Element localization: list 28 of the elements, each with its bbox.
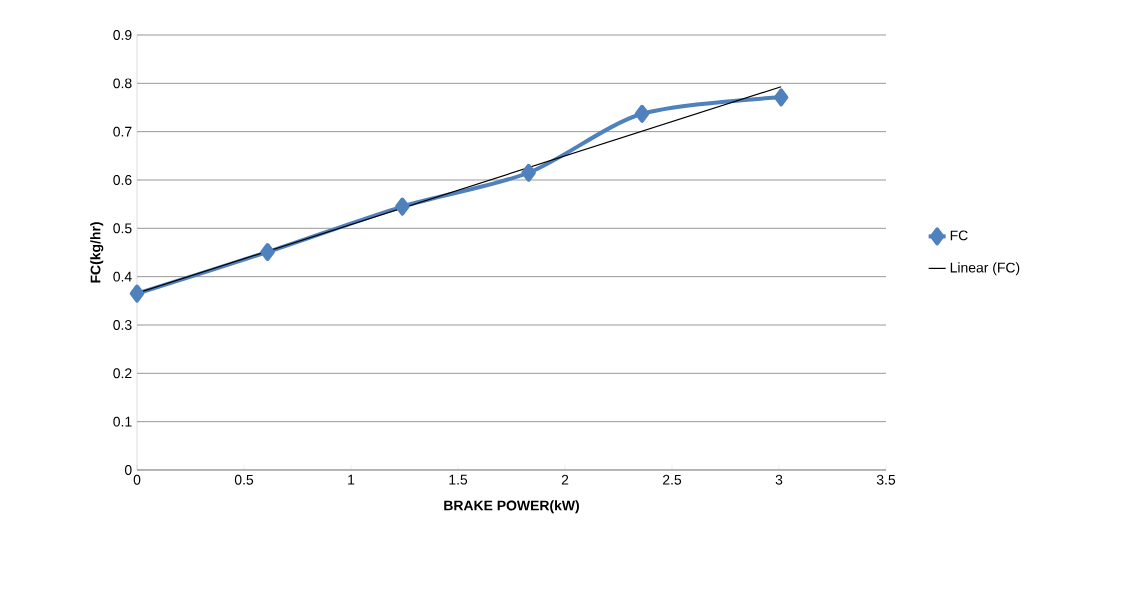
x-tick-label: 0.5 [234,474,254,485]
x-tick-label: 1.5 [449,474,468,485]
legend-label: Linear (FC) [950,262,1020,276]
y-tick-label: 0.1 [113,416,132,427]
y-tick-label: 0.2 [113,368,132,379]
point [521,163,536,182]
y-tick-label: 0.8 [113,78,132,89]
point [773,88,789,107]
x-tick-label: 2.5 [663,474,682,485]
point [395,197,410,216]
x-tick-label: 2 [561,474,569,485]
legend-label: FC [950,230,968,241]
point [129,284,145,303]
x-axis-title: BRAKE POWER(kW) [444,500,579,514]
y-tick-label: 0 [124,465,132,475]
point [634,104,650,123]
point [260,243,275,262]
y-tick-label: 0.7 [113,126,132,137]
y-tick-label: 0.9 [113,30,132,40]
x-tick-label: 3.5 [876,474,896,485]
y-axis-title: FC(kg/hr) [90,222,104,283]
x-tick-label: 1 [348,474,355,485]
y-tick-label: 0.6 [113,175,132,185]
y-tick-label: 0.4 [113,271,132,282]
x-tick-label: 3 [775,474,783,485]
x-tick-label: 0 [133,474,141,485]
y-tick-label: 0.3 [113,320,132,330]
y-tick-label: 0.5 [113,223,132,234]
